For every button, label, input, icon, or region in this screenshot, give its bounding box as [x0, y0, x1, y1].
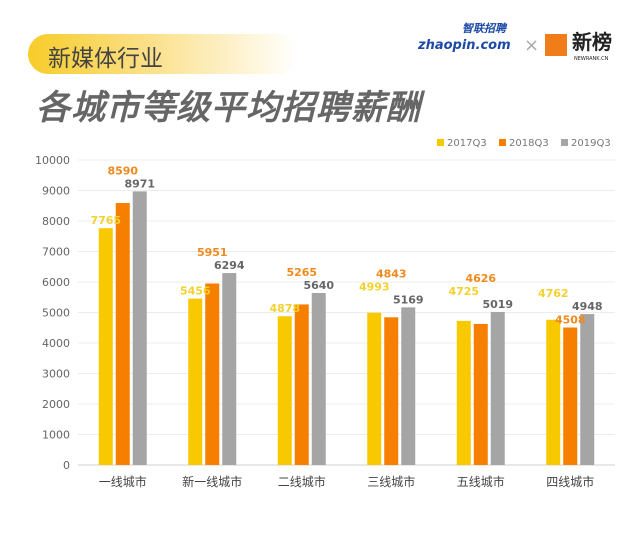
newrank-logo-sub: NEWRANK.CN [574, 56, 609, 62]
bar-2019Q3 [490, 311, 505, 465]
data-label: 6294 [214, 259, 245, 272]
bar-2017Q3 [188, 298, 203, 465]
data-label: 4993 [359, 280, 390, 293]
legend-swatch [499, 139, 506, 146]
bar-2017Q3 [277, 316, 292, 465]
data-label: 8971 [124, 177, 155, 190]
x-tick-label: 三线城市 [367, 474, 415, 489]
bar-2017Q3 [98, 228, 113, 465]
industry-label: 新媒体行业 [48, 46, 163, 72]
y-tick-label: 0 [63, 459, 70, 472]
bar-2017Q3 [456, 320, 471, 465]
legend-label: 2018Q3 [509, 138, 549, 149]
y-tick-label: 2000 [42, 398, 70, 411]
bar-2017Q3 [367, 312, 382, 465]
data-label: 8590 [107, 164, 138, 177]
y-tick-label: 3000 [42, 368, 70, 381]
x-tick-label: 新一线城市 [182, 474, 242, 489]
data-label: 5265 [286, 266, 317, 279]
logo-separator: × [524, 35, 540, 56]
data-label: 5169 [393, 293, 424, 306]
bar-2019Q3 [132, 191, 147, 465]
bar-2019Q3 [580, 314, 595, 465]
newrank-logo-icon [545, 34, 567, 56]
bar-2018Q3 [205, 283, 220, 465]
data-label: 4878 [269, 302, 300, 315]
x-tick-label: 五线城市 [457, 474, 505, 489]
data-label: 4508 [555, 314, 586, 327]
bar-2019Q3 [401, 307, 416, 465]
bar-2018Q3 [473, 323, 488, 465]
data-label: 4843 [376, 267, 407, 280]
bar-2018Q3 [115, 203, 130, 465]
legend-label: 2017Q3 [447, 138, 487, 149]
data-label: 4725 [448, 285, 479, 298]
bar-2019Q3 [311, 292, 326, 465]
y-tick-label: 6000 [42, 276, 70, 289]
zhaopin-logo-cn: 智联招聘 [462, 22, 506, 35]
zhaopin-logo-text: zhaopin.com [418, 38, 511, 53]
bar-2019Q3 [222, 273, 237, 465]
x-tick-label: 一线城市 [99, 474, 147, 489]
bar-2018Q3 [563, 327, 578, 465]
bar-2018Q3 [384, 317, 399, 465]
data-label: 5951 [197, 246, 228, 259]
data-label: 5019 [482, 298, 513, 311]
data-label: 5456 [180, 285, 211, 298]
y-tick-label: 5000 [42, 307, 70, 320]
legend-swatch [437, 139, 444, 146]
y-tick-label: 8000 [42, 215, 70, 228]
y-tick-label: 9000 [42, 185, 70, 198]
data-label: 4762 [538, 287, 569, 300]
industry-banner: 新媒体行业 [28, 34, 298, 74]
bar-2017Q3 [546, 319, 561, 465]
newrank-logo-text: 新榜 [572, 30, 612, 54]
data-label: 4626 [465, 272, 496, 285]
x-tick-label: 二线城市 [278, 474, 326, 489]
legend-label: 2019Q3 [571, 138, 611, 149]
data-label: 4948 [572, 300, 603, 313]
y-tick-label: 4000 [42, 337, 70, 350]
data-label: 5640 [303, 279, 334, 292]
chart-title: 各城市等级平均招聘薪酬 [36, 88, 421, 128]
y-tick-label: 1000 [42, 429, 70, 442]
legend-swatch [561, 139, 568, 146]
bar-2018Q3 [294, 304, 309, 465]
data-label: 7765 [90, 214, 121, 227]
y-tick-label: 7000 [42, 246, 70, 259]
y-tick-label: 10000 [35, 154, 70, 167]
x-tick-label: 四线城市 [546, 474, 594, 489]
